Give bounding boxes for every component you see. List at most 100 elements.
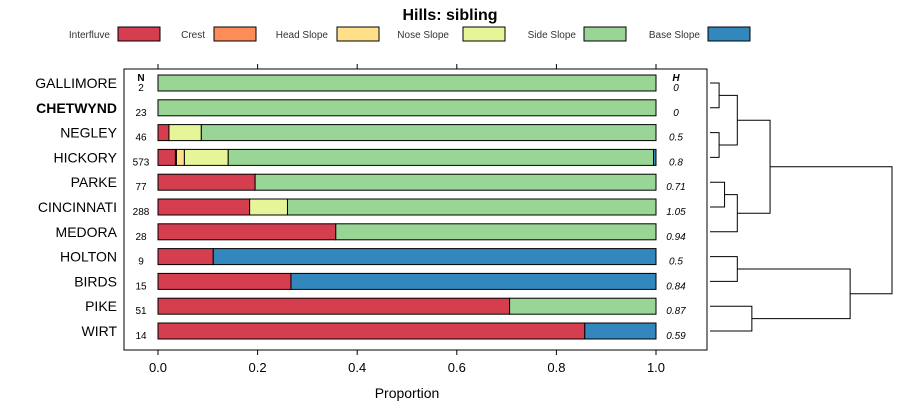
bar-segment-base-slope xyxy=(653,148,657,166)
bar-segment-side-slope xyxy=(157,99,657,117)
n-value: 15 xyxy=(135,281,147,292)
h-value: 0.84 xyxy=(666,281,686,292)
h-value: 0 xyxy=(673,108,679,119)
h-value: 0 xyxy=(673,83,679,94)
legend-swatch-crest xyxy=(213,26,257,42)
h-value: 0.87 xyxy=(666,306,686,317)
chart-title: Hills: sibling xyxy=(402,7,497,24)
h-value: 0.71 xyxy=(666,182,685,193)
row-gallimore: GALLIMORE 2 0 xyxy=(35,74,679,94)
dendrogram-link xyxy=(770,166,893,295)
bar-segment-side-slope xyxy=(335,223,657,241)
dendrogram-link xyxy=(710,256,738,282)
n-value: 28 xyxy=(135,232,147,243)
dendrogram-link xyxy=(710,132,720,158)
tick-label: 0.8 xyxy=(547,360,565,375)
bar-segment-interfluve xyxy=(157,272,292,290)
bar-segment-interfluve xyxy=(157,148,176,166)
bar-segment-side-slope xyxy=(286,198,657,216)
row-hickory: HICKORY 573 0.8 xyxy=(53,148,683,168)
dendrogram-link xyxy=(710,305,753,332)
tick-label: 1.0 xyxy=(647,360,665,375)
rows: GALLIMORE 2 0 CHETWYND 23 0 NEGLEY 46 0.5 HICKORY… xyxy=(35,74,686,342)
row-label: BIRDS xyxy=(74,273,117,289)
row-chetwynd: CHETWYND 23 0 xyxy=(36,99,679,119)
legend-label-nose-slope: Nose Slope xyxy=(397,30,449,41)
row-label: PIKE xyxy=(85,298,117,314)
x-axis: 0.0 0.2 0.4 0.6 0.8 1.0 xyxy=(149,64,665,375)
bar-segment-side-slope xyxy=(157,74,657,92)
tick-label: 0.6 xyxy=(448,360,466,375)
row-wirt: WIRT 14 0.59 xyxy=(81,322,686,342)
tick-label: 0.0 xyxy=(149,360,167,375)
row-label: PARKE xyxy=(71,174,117,190)
tick-label: 0.4 xyxy=(348,360,366,375)
row-label: NEGLEY xyxy=(60,125,117,141)
legend-label-head-slope: Head Slope xyxy=(276,30,329,41)
dendrogram-link xyxy=(710,82,720,109)
row-parke: PARKE 77 0.71 xyxy=(71,173,686,193)
row-medora: MEDORA 28 0.94 xyxy=(56,223,686,243)
bar-segment-interfluve xyxy=(157,223,337,241)
row-birds: BIRDS 15 0.84 xyxy=(74,272,686,292)
bar-segment-side-slope xyxy=(227,148,655,166)
legend-label-interfluve: Interfluve xyxy=(69,30,111,41)
h-value: 0.94 xyxy=(666,232,686,243)
legend-swatch-side-slope xyxy=(583,26,627,42)
x-axis-title: Proportion xyxy=(375,385,440,401)
dendrogram-link xyxy=(719,94,738,146)
row-label: CINCINNATI xyxy=(38,199,117,215)
legend-label-base-slope: Base Slope xyxy=(649,30,701,41)
bar-segment-nose-slope xyxy=(183,148,229,166)
n-value: 23 xyxy=(135,108,147,119)
bar-segment-interfluve xyxy=(157,124,170,142)
h-value: 0.5 xyxy=(669,133,683,144)
n-value: 14 xyxy=(135,331,147,342)
dendrogram-link xyxy=(710,194,738,233)
row-label: WIRT xyxy=(81,323,117,339)
tick-label: 0.2 xyxy=(249,360,267,375)
h-value: 0.59 xyxy=(666,331,686,342)
row-label: CHETWYND xyxy=(36,100,117,116)
dendrogram-link xyxy=(710,181,726,208)
bar-segment-interfluve xyxy=(157,198,251,216)
legend-swatch-nose-slope xyxy=(462,26,506,42)
legend-swatch-interfluve xyxy=(117,26,161,42)
row-label: HICKORY xyxy=(53,149,117,165)
n-value: 2 xyxy=(138,83,144,94)
bar-segment-base-slope xyxy=(584,322,657,340)
bar-segment-interfluve xyxy=(157,297,511,315)
row-pike: PIKE 51 0.87 xyxy=(85,297,686,317)
n-value: 77 xyxy=(135,182,147,193)
n-header: N xyxy=(137,73,144,84)
row-label: MEDORA xyxy=(56,224,118,240)
n-value: 9 xyxy=(138,257,144,268)
legend-swatch-head-slope xyxy=(336,26,380,42)
dendrogram xyxy=(710,82,893,332)
legend-swatch-base-slope xyxy=(707,26,751,42)
n-value: 46 xyxy=(135,133,147,144)
h-value: 1.05 xyxy=(666,207,686,218)
legend-label-crest: Crest xyxy=(181,30,205,41)
row-cincinnati: CINCINNATI 288 1.05 xyxy=(38,198,686,218)
bar-segment-side-slope xyxy=(254,173,657,191)
row-label: GALLIMORE xyxy=(35,75,117,91)
legend-label-side-slope: Side Slope xyxy=(528,30,577,41)
plot-frame xyxy=(123,68,708,351)
row-holton: HOLTON 9 0.5 xyxy=(60,248,683,268)
bar-segment-interfluve xyxy=(157,322,586,340)
bar-segment-head-slope xyxy=(175,148,185,166)
n-value: 573 xyxy=(133,157,150,168)
n-value: 51 xyxy=(135,306,147,317)
dendrogram-link xyxy=(737,268,851,320)
bar-segment-base-slope xyxy=(212,248,657,266)
h-value: 0.8 xyxy=(669,157,683,168)
n-value: 288 xyxy=(133,207,150,218)
bar-segment-interfluve xyxy=(157,173,256,191)
row-label: HOLTON xyxy=(60,249,117,265)
legend: Interfluve Crest Head Slope Nose Slope Side … xyxy=(69,26,751,42)
bar-segment-nose-slope xyxy=(168,124,202,142)
bar-segment-interfluve xyxy=(157,248,214,266)
bar-segment-side-slope xyxy=(200,124,657,142)
